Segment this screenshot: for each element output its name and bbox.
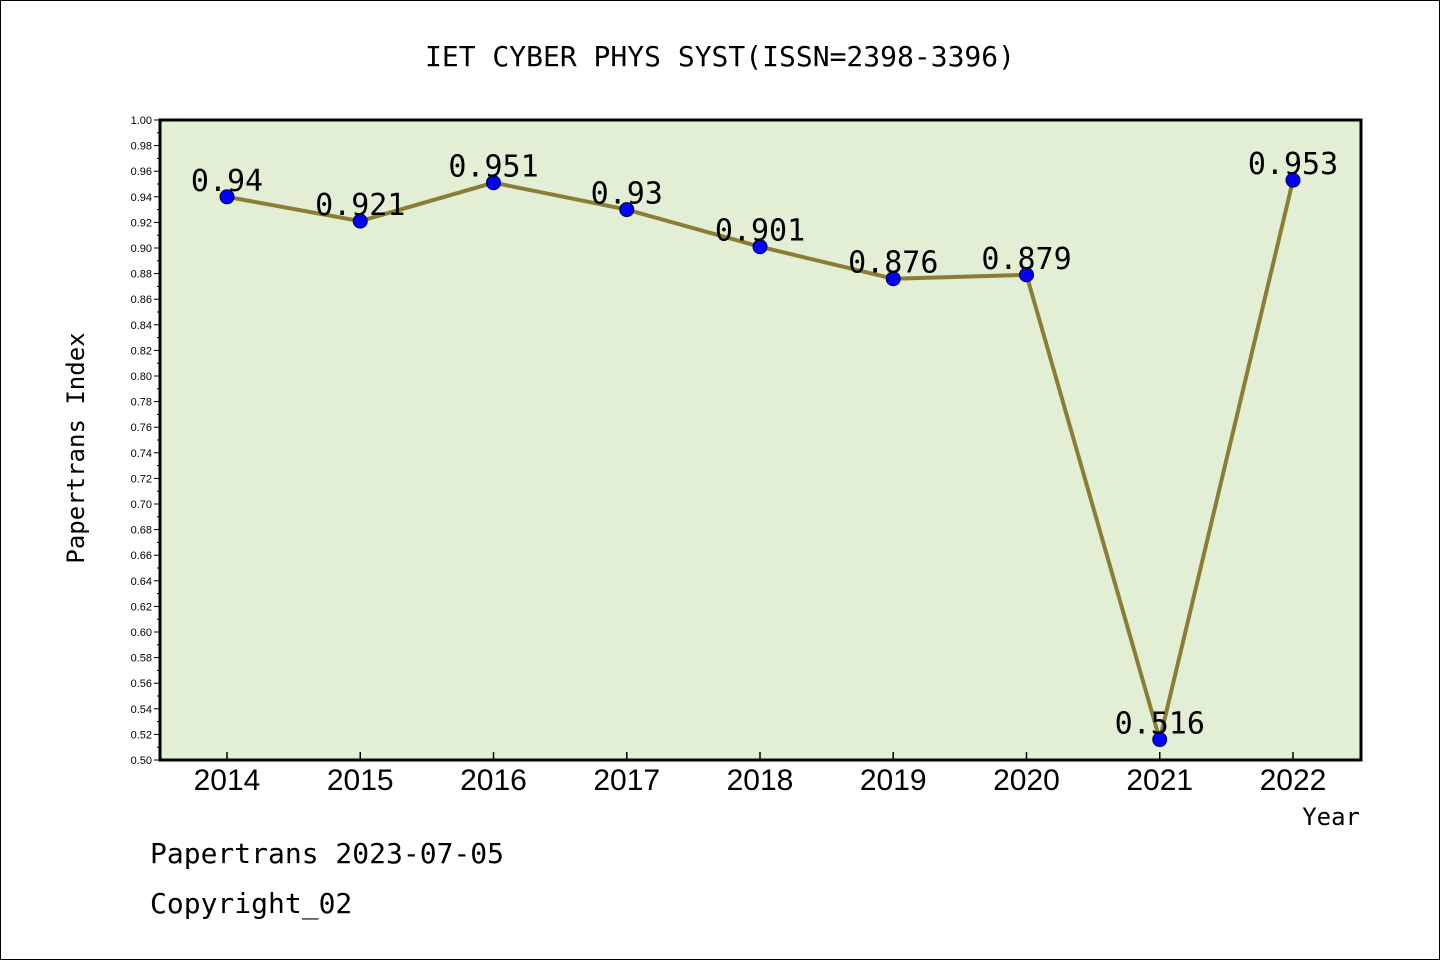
- data-point: [885, 271, 901, 287]
- data-label: 0.951: [448, 150, 538, 185]
- y-tick-label: 0.56: [131, 678, 152, 690]
- y-tick-label: 0.52: [131, 729, 152, 741]
- data-label: 0.921: [315, 188, 405, 223]
- y-tick-label: 0.74: [131, 448, 152, 460]
- y-tick-label: 0.82: [131, 345, 152, 357]
- x-tick-label: 2020: [993, 764, 1060, 797]
- y-tick-label: 0.90: [131, 243, 152, 255]
- footer-date: Papertrans 2023-07-05: [150, 837, 504, 870]
- data-label: 0.901: [715, 214, 805, 249]
- y-tick-label: 0.92: [131, 217, 152, 229]
- data-point: [1285, 172, 1301, 188]
- y-tick-label: 0.98: [131, 141, 152, 153]
- x-tick-label: 2022: [1260, 764, 1327, 797]
- y-tick-label: 0.78: [131, 397, 152, 409]
- y-tick-label: 0.70: [131, 499, 152, 511]
- chart-title: IET CYBER PHYS SYST(ISSN=2398-3396): [425, 40, 1015, 73]
- y-tick-label: 0.80: [131, 371, 152, 383]
- x-tick-label: 2015: [327, 764, 394, 797]
- data-point: [352, 213, 368, 229]
- data-point: [1019, 267, 1034, 283]
- y-tick-label: 0.66: [131, 550, 152, 562]
- x-tick-label: 2021: [1126, 764, 1193, 797]
- y-tick-label: 0.64: [131, 576, 152, 588]
- y-tick-label: 0.86: [131, 294, 152, 306]
- y-tick-label: 0.76: [131, 422, 152, 434]
- data-point: [619, 202, 635, 218]
- y-tick-label: 0.50: [131, 755, 152, 767]
- data-point: [219, 189, 235, 205]
- data-label: 0.516: [1115, 707, 1205, 742]
- x-tick-label: 2018: [727, 764, 794, 797]
- x-tick-label: 2016: [460, 764, 527, 797]
- x-axis: 2014 2015 2016 2017 2018 2019 2020 2021 2022: [194, 752, 1327, 797]
- data-point: [1152, 732, 1168, 748]
- data-label: 0.94: [191, 164, 263, 199]
- y-tick-label: 1.00: [131, 115, 152, 127]
- data-point: [486, 175, 501, 191]
- y-axis: 0.50 0.52 0.54 0.56 0.58 0.60 0.62 0.64 0.66 0.68…: [131, 115, 160, 767]
- x-tick-label: 2019: [860, 764, 927, 797]
- y-tick-label: 0.94: [131, 192, 152, 204]
- data-label: 0.879: [981, 242, 1071, 277]
- y-tick-label: 0.54: [131, 704, 152, 716]
- data-label: 0.953: [1248, 147, 1338, 182]
- y-axis-label: Papertrans Index: [62, 332, 90, 563]
- x-tick-label: 2014: [194, 764, 261, 797]
- y-tick-label: 0.88: [131, 269, 152, 281]
- data-label: 0.93: [591, 177, 663, 212]
- series-group: 0.94 0.921 0.951 0.93 0.901 0.876 0.879 0.516 0.…: [191, 147, 1338, 748]
- footer-copyright: Copyright_02: [150, 887, 352, 921]
- y-tick-label: 0.84: [131, 320, 152, 332]
- y-tick-label: 0.58: [131, 653, 152, 665]
- x-axis-label: Year: [1302, 803, 1360, 831]
- y-tick-label: 0.96: [131, 166, 152, 178]
- x-tick-label: 2017: [593, 764, 660, 797]
- y-tick-label: 0.72: [131, 473, 152, 485]
- y-tick-label: 0.60: [131, 627, 152, 639]
- data-point: [752, 239, 768, 255]
- y-tick-label: 0.68: [131, 525, 152, 537]
- y-tick-label: 0.62: [131, 601, 152, 613]
- data-label: 0.876: [848, 246, 938, 281]
